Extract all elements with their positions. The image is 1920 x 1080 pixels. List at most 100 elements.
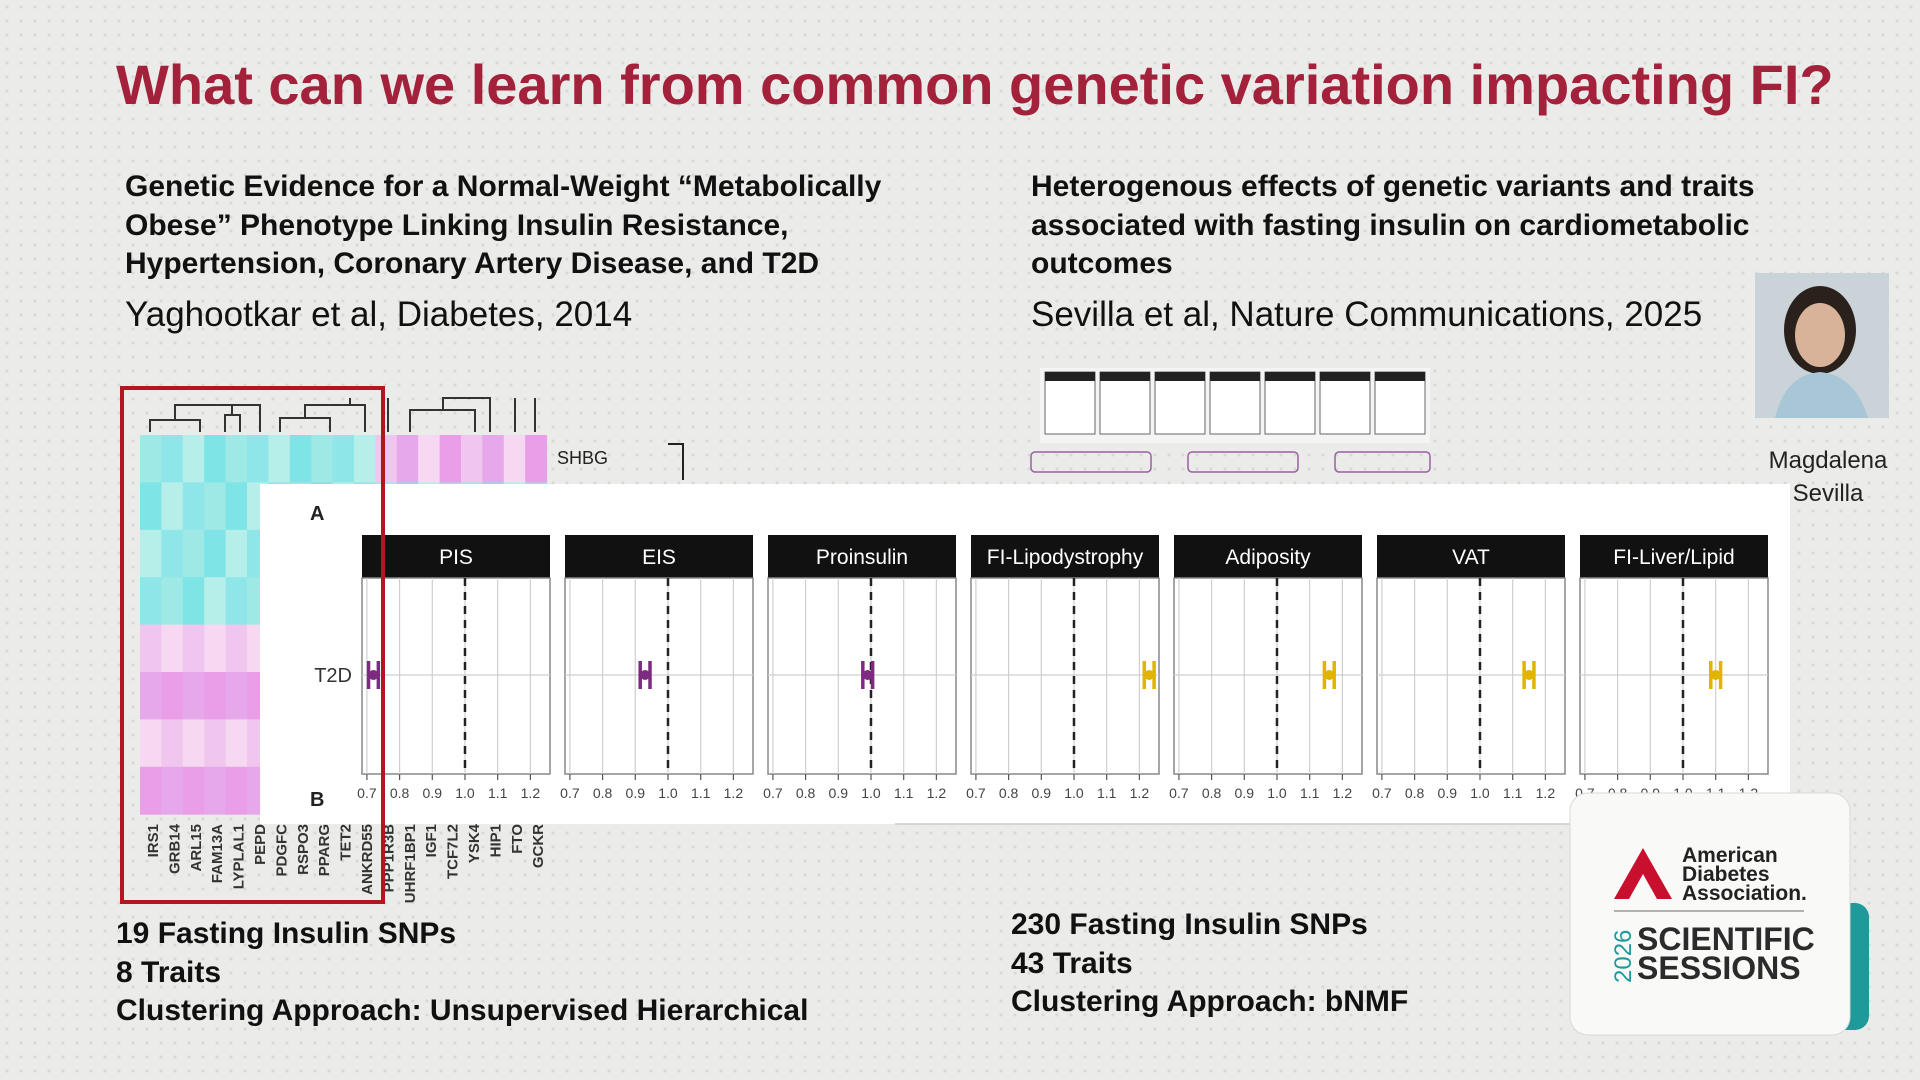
gene-label: IGF1 — [423, 824, 440, 857]
heatmap-cell — [204, 719, 227, 768]
x-tick-label: 1.2 — [1130, 785, 1150, 801]
slide-title: What can we learn from common genetic va… — [116, 53, 1834, 116]
heatmap-cell — [247, 435, 269, 483]
dendrogram — [149, 397, 536, 432]
study-summary: 19 Fasting Insulin SNPs 8 Traits Cluster… — [116, 915, 808, 1031]
panel-title: FI-Liver/Lipid — [1613, 546, 1734, 569]
estimate-point — [1144, 670, 1155, 680]
heatmap-cell — [461, 435, 483, 483]
heatmap-cell — [204, 435, 227, 483]
panel-frame — [1579, 577, 1769, 775]
panel-frame — [970, 577, 1160, 775]
summary-line: 43 Traits — [1011, 946, 1133, 980]
gene-label: YSK4 — [466, 823, 483, 863]
heatmap-cell — [182, 529, 205, 578]
heatmap-cell — [375, 435, 398, 483]
heatmap-cell — [140, 435, 162, 483]
study-title: Genetic Evidence for a Normal-Weight “Me… — [125, 168, 881, 284]
heatmap-cell — [439, 435, 462, 483]
gene-label: ANKRD55 — [359, 824, 376, 895]
heatmap-row-label: SHBG — [557, 448, 608, 468]
presenter-name: Magdalena Sevilla — [1748, 444, 1908, 510]
x-tick-label: 1.0 — [1267, 785, 1287, 801]
heatmap-cell — [396, 435, 419, 483]
heatmap-cell — [225, 719, 248, 768]
panel-header — [1174, 535, 1362, 578]
study-title-line: Hypertension, Coronary Artery Disease, a… — [125, 247, 820, 280]
heatmap-cell — [225, 577, 248, 626]
x-tick-label: 1.2 — [1333, 785, 1353, 801]
gene-label: GCKR — [530, 824, 547, 868]
heatmap-cell — [268, 435, 291, 483]
heatmap-cell — [332, 435, 355, 483]
x-tick-label: 1.0 — [455, 785, 475, 801]
presenter-photo — [1755, 273, 1889, 418]
x-tick-label: 0.7 — [560, 785, 580, 801]
x-tick-label: 0.7 — [1372, 785, 1392, 801]
x-tick-label: 1.1 — [1097, 785, 1117, 801]
heatmap-cell — [525, 435, 548, 483]
panel-frame — [361, 577, 551, 775]
heatmap-cell — [204, 672, 227, 720]
heatmap-cell — [161, 482, 184, 531]
heatmap-cell — [161, 766, 184, 815]
x-tick-label: 0.8 — [390, 785, 410, 801]
gene-label: TET2 — [338, 824, 355, 861]
panel-header — [1377, 535, 1565, 578]
y-axis-label: T2D — [314, 665, 352, 687]
gene-label: PDGFC — [273, 824, 290, 877]
panel-header — [768, 535, 956, 578]
gene-label: FTO — [509, 824, 526, 854]
x-tick-label: 1.1 — [1503, 785, 1523, 801]
heatmap-cell — [204, 482, 227, 531]
x-tick-label: 1.0 — [1064, 785, 1084, 801]
summary-line: 19 Fasting Insulin SNPs — [116, 917, 457, 950]
heatmap-cell — [140, 482, 162, 531]
x-tick-label: 0.7 — [1169, 785, 1189, 801]
heatmap-cell — [482, 435, 505, 483]
citation: Yaghootkar et al, Diabetes, 2014 — [125, 295, 633, 334]
x-tick-label: 1.1 — [894, 785, 914, 801]
heatmap-cell — [225, 482, 248, 531]
heatmap-cell — [182, 482, 205, 531]
gene-label: RSPO3 — [295, 824, 312, 875]
study-title-line: Genetic Evidence for a Normal-Weight “Me… — [125, 170, 882, 203]
gene-label: IRS1 — [145, 824, 162, 857]
x-tick-label: 1.0 — [861, 785, 881, 801]
heatmap-cell — [182, 719, 205, 768]
gene-label: TCF7L2 — [445, 824, 462, 879]
x-tick-label: 0.7 — [763, 785, 783, 801]
x-tick-label: 1.2 — [724, 785, 744, 801]
estimate-point — [862, 670, 873, 680]
event-year: 2026 — [1610, 930, 1637, 983]
heatmap-cell — [182, 766, 205, 815]
gene-label: ARL15 — [188, 824, 205, 872]
heatmap-cell — [161, 529, 184, 578]
forest-plot: A B T2D PIS 0.7 0.8 0.9 1.0 1.1 1.2 EIS 0.7 0.8 0.9 1.… — [310, 503, 1769, 811]
heatmap-cell — [204, 529, 227, 578]
estimate-point — [1524, 670, 1535, 680]
panel-header — [971, 535, 1159, 578]
gene-label: GRB14 — [166, 823, 183, 874]
summary-line: 8 Traits — [116, 955, 222, 989]
name-line: Sevilla — [1792, 480, 1864, 507]
heatmap-cell — [182, 624, 205, 673]
estimate-point — [1710, 670, 1721, 680]
panel-label: A — [310, 503, 324, 525]
x-tick-label: 0.8 — [1405, 785, 1425, 801]
x-tick-label: 0.7 — [966, 785, 986, 801]
heatmap-cell — [204, 624, 227, 673]
gene-label: LYPLAL1 — [231, 824, 248, 889]
summary-line: Clustering Approach: Unsupervised Hierar… — [116, 994, 809, 1027]
event-name: SCIENTIFIC — [1637, 921, 1815, 957]
x-tick-label: 0.9 — [1235, 785, 1255, 801]
heatmap-cell — [311, 435, 334, 483]
panel-frame — [564, 577, 754, 775]
heatmap-cell — [225, 672, 248, 720]
heatmap-cell — [204, 766, 227, 815]
heatmap-cell — [140, 529, 162, 578]
panel-frame — [1376, 577, 1566, 775]
panel-title: Proinsulin — [816, 546, 908, 569]
x-tick-label: 0.8 — [593, 785, 613, 801]
